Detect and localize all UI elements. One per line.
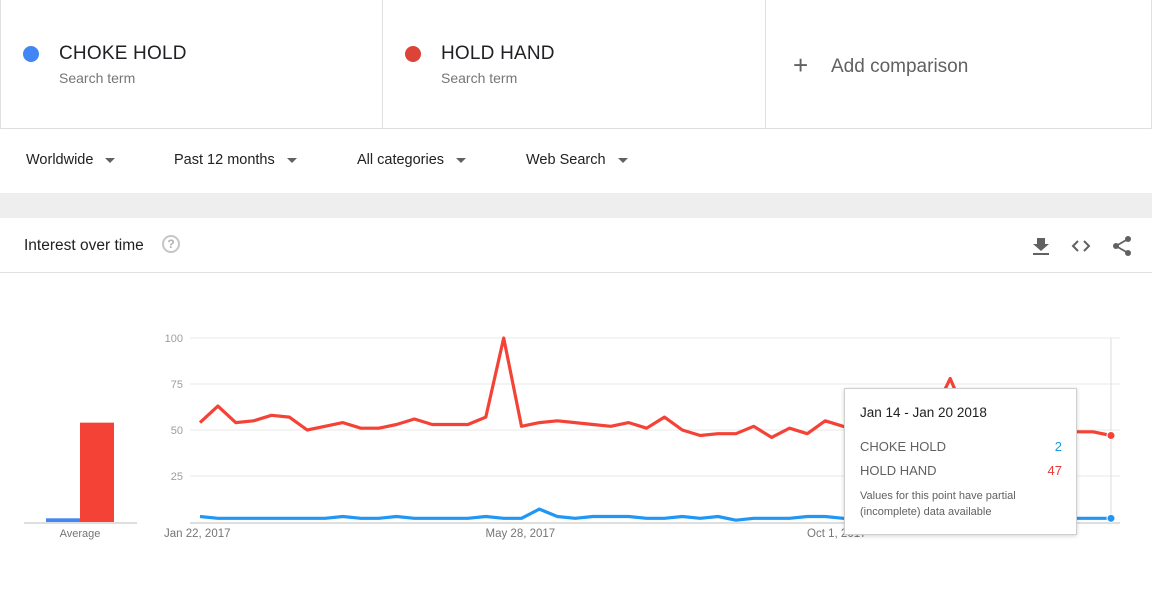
category-filter[interactable]: All categories — [357, 152, 467, 168]
plus-icon[interactable]: + — [793, 50, 809, 80]
search-term-card-hold-hand[interactable]: HOLD HAND Search term — [383, 0, 766, 128]
share-icon[interactable] — [1111, 235, 1133, 257]
search-term-type: Search term — [59, 70, 136, 86]
region-filter-label: Worldwide — [26, 152, 94, 168]
time-range-filter[interactable]: Past 12 months — [174, 152, 297, 168]
dropdown-arrow-icon — [456, 157, 467, 163]
panel-title: Interest over time — [24, 237, 144, 254]
search-terms-bar: CHOKE HOLD Search term HOLD HAND Search … — [0, 0, 1152, 129]
tooltip-term: HOLD HAND — [860, 463, 937, 478]
series-color-dot — [23, 46, 39, 62]
section-divider — [0, 193, 1152, 218]
tooltip-date: Jan 14 - Jan 20 2018 — [860, 405, 987, 420]
y-tick-label: 25 — [171, 471, 183, 483]
average-bar-hold-hand — [80, 422, 114, 522]
search-term-name[interactable]: HOLD HAND — [441, 43, 555, 64]
tooltip-term: CHOKE HOLD — [860, 439, 946, 454]
x-tick-label: Jan 22, 2017 — [164, 528, 231, 540]
help-icon[interactable]: ? — [162, 235, 180, 253]
region-filter[interactable]: Worldwide — [26, 152, 116, 168]
add-comparison-label[interactable]: Add comparison — [831, 56, 969, 77]
hover-point — [1106, 431, 1116, 441]
tooltip-row-choke-hold: CHOKE HOLD 2 — [860, 439, 1062, 454]
embed-code-icon[interactable] — [1070, 235, 1092, 257]
y-tick-label: 75 — [171, 379, 183, 391]
dropdown-arrow-icon — [617, 157, 628, 163]
search-term-type: Search term — [441, 70, 518, 86]
interest-over-time-header: Interest over time ? — [0, 218, 1152, 273]
tooltip-row-hold-hand: HOLD HAND 47 — [860, 463, 1062, 478]
search-type-filter[interactable]: Web Search — [526, 152, 628, 168]
x-tick-label: May 28, 2017 — [486, 528, 556, 540]
hover-point — [1106, 513, 1116, 523]
search-type-filter-label: Web Search — [526, 152, 606, 168]
chart-tooltip: Jan 14 - Jan 20 2018 CHOKE HOLD 2 HOLD H… — [844, 388, 1077, 535]
search-term-card-choke-hold[interactable]: CHOKE HOLD Search term — [0, 0, 383, 128]
average-bar-choke-hold — [46, 518, 80, 522]
dropdown-arrow-icon — [105, 157, 116, 163]
average-label: Average — [60, 528, 101, 540]
tooltip-note: Values for this point have partial (inco… — [860, 490, 1016, 518]
y-tick-label: 50 — [171, 425, 183, 437]
filter-bar: Worldwide Past 12 months All categories … — [0, 129, 1152, 193]
time-range-filter-label: Past 12 months — [174, 152, 275, 168]
tooltip-value: 2 — [1054, 439, 1062, 454]
search-term-name[interactable]: CHOKE HOLD — [59, 43, 187, 64]
download-icon[interactable] — [1030, 235, 1052, 257]
category-filter-label: All categories — [357, 152, 445, 168]
dropdown-arrow-icon — [286, 157, 297, 163]
y-tick-label: 100 — [165, 333, 183, 345]
tooltip-value: 47 — [1047, 463, 1062, 478]
series-color-dot — [405, 46, 421, 62]
